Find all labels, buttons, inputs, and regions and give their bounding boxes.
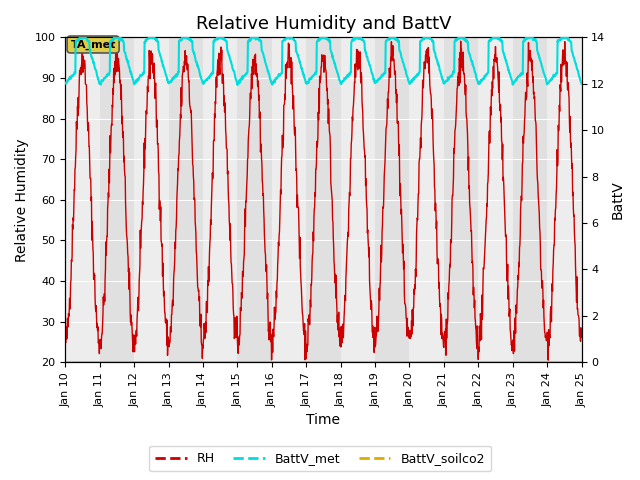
Title: Relative Humidity and BattV: Relative Humidity and BattV bbox=[196, 15, 451, 33]
Text: TA_met: TA_met bbox=[70, 39, 116, 49]
Bar bbox=[410, 37, 444, 362]
Y-axis label: BattV: BattV bbox=[611, 180, 625, 219]
Bar bbox=[203, 37, 237, 362]
Bar bbox=[547, 37, 582, 362]
Y-axis label: Relative Humidity: Relative Humidity bbox=[15, 138, 29, 262]
Bar bbox=[134, 37, 168, 362]
Legend: RH, BattV_met, BattV_soilco2: RH, BattV_met, BattV_soilco2 bbox=[149, 446, 491, 471]
Bar bbox=[272, 37, 306, 362]
Bar bbox=[65, 37, 100, 362]
X-axis label: Time: Time bbox=[307, 413, 340, 427]
Bar bbox=[478, 37, 513, 362]
Bar bbox=[340, 37, 375, 362]
